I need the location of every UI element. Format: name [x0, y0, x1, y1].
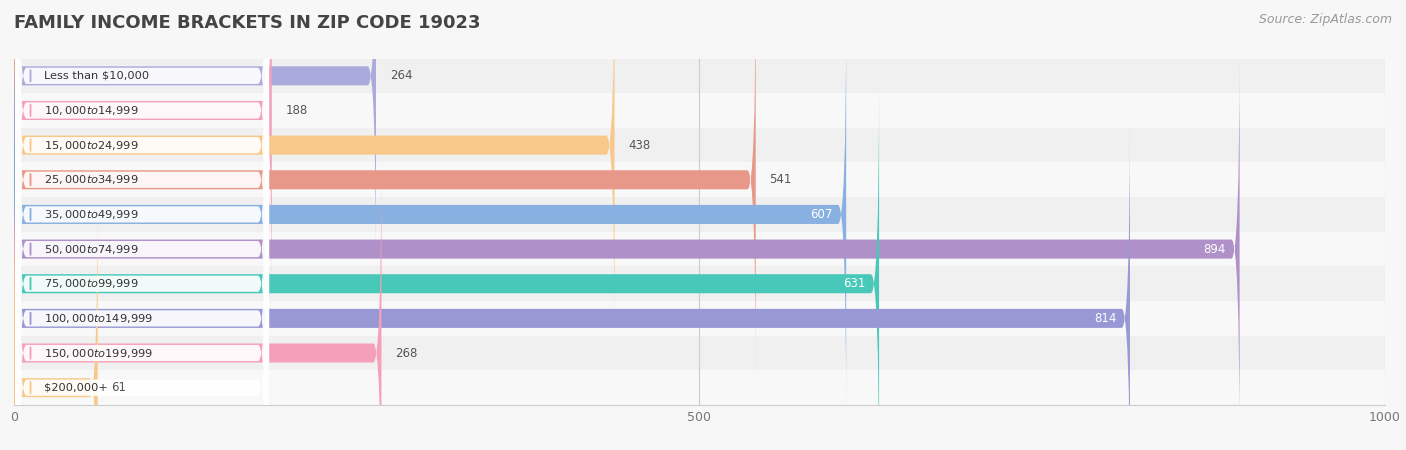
Text: 188: 188 — [285, 104, 308, 117]
Text: 541: 541 — [769, 173, 792, 186]
Bar — [14, 197, 1385, 232]
FancyBboxPatch shape — [14, 0, 375, 274]
Bar — [14, 58, 1385, 93]
Text: $25,000 to $34,999: $25,000 to $34,999 — [44, 173, 139, 186]
FancyBboxPatch shape — [14, 0, 271, 309]
Bar — [14, 301, 1385, 336]
FancyBboxPatch shape — [14, 0, 755, 378]
FancyBboxPatch shape — [15, 118, 269, 450]
Text: FAMILY INCOME BRACKETS IN ZIP CODE 19023: FAMILY INCOME BRACKETS IN ZIP CODE 19023 — [14, 14, 481, 32]
FancyBboxPatch shape — [14, 16, 846, 413]
Text: Source: ZipAtlas.com: Source: ZipAtlas.com — [1258, 14, 1392, 27]
Bar — [14, 232, 1385, 266]
FancyBboxPatch shape — [15, 49, 269, 450]
FancyBboxPatch shape — [14, 189, 97, 450]
FancyBboxPatch shape — [15, 14, 269, 450]
Bar — [14, 370, 1385, 405]
Text: 61: 61 — [111, 381, 127, 394]
Text: 607: 607 — [810, 208, 832, 221]
FancyBboxPatch shape — [14, 51, 1240, 447]
FancyBboxPatch shape — [15, 0, 269, 450]
Bar — [14, 336, 1385, 370]
Text: Less than $10,000: Less than $10,000 — [44, 71, 149, 81]
Text: $75,000 to $99,999: $75,000 to $99,999 — [44, 277, 139, 290]
FancyBboxPatch shape — [14, 155, 381, 450]
Text: $10,000 to $14,999: $10,000 to $14,999 — [44, 104, 139, 117]
FancyBboxPatch shape — [15, 0, 269, 345]
Bar — [14, 266, 1385, 301]
FancyBboxPatch shape — [15, 84, 269, 450]
FancyBboxPatch shape — [14, 0, 614, 343]
Text: $200,000+: $200,000+ — [44, 382, 108, 393]
Text: $15,000 to $24,999: $15,000 to $24,999 — [44, 139, 139, 152]
Text: 631: 631 — [844, 277, 865, 290]
Text: 814: 814 — [1094, 312, 1116, 325]
FancyBboxPatch shape — [15, 0, 269, 380]
FancyBboxPatch shape — [15, 0, 269, 449]
Bar — [14, 93, 1385, 128]
Text: $100,000 to $149,999: $100,000 to $149,999 — [44, 312, 153, 325]
Text: 438: 438 — [628, 139, 651, 152]
FancyBboxPatch shape — [15, 0, 269, 414]
Text: $150,000 to $199,999: $150,000 to $199,999 — [44, 346, 153, 360]
Text: 894: 894 — [1204, 243, 1226, 256]
Text: 264: 264 — [389, 69, 412, 82]
FancyBboxPatch shape — [15, 0, 269, 450]
Bar — [14, 162, 1385, 197]
FancyBboxPatch shape — [14, 86, 879, 450]
Bar — [14, 128, 1385, 162]
FancyBboxPatch shape — [14, 120, 1130, 450]
Text: 268: 268 — [395, 346, 418, 360]
Text: $35,000 to $49,999: $35,000 to $49,999 — [44, 208, 139, 221]
Text: $50,000 to $74,999: $50,000 to $74,999 — [44, 243, 139, 256]
